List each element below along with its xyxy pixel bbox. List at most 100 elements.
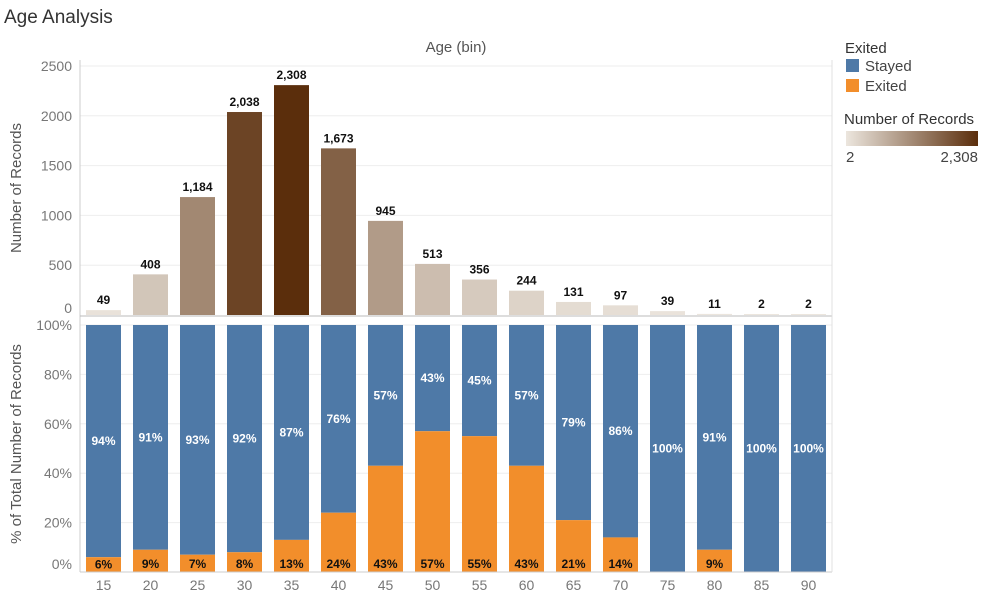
stayed-percent-label: 100% bbox=[652, 442, 683, 456]
exited-bar-segment[interactable] bbox=[321, 512, 356, 572]
bottom-y-ticks: 0% 20% 40% 60% 80% 100% bbox=[36, 317, 72, 572]
exited-bar-segment[interactable] bbox=[462, 436, 497, 572]
legend: Exited Stayed Exited Number of Records 2… bbox=[844, 40, 978, 166]
stayed-bar-segment[interactable] bbox=[744, 325, 779, 572]
count-bar[interactable] bbox=[744, 314, 779, 315]
percent-bars: 94% 6% 91% 9% 93% 7% 92% 8% 87% 13% 76% 24% 57% 43% 43… bbox=[86, 325, 826, 572]
count-bar[interactable] bbox=[509, 290, 544, 315]
stayed-bar-segment[interactable] bbox=[509, 325, 544, 466]
x-tick-label: 40 bbox=[331, 577, 347, 593]
exited-bar-segment[interactable] bbox=[227, 552, 262, 572]
count-data-label: 1,184 bbox=[182, 180, 212, 194]
count-data-label: 408 bbox=[140, 257, 160, 271]
count-bar[interactable] bbox=[368, 220, 403, 315]
count-data-label: 2 bbox=[805, 297, 812, 311]
count-data-label: 2,038 bbox=[229, 95, 259, 109]
x-tick-label: 60 bbox=[519, 577, 535, 593]
stayed-bar-segment[interactable] bbox=[227, 325, 262, 553]
top-y-tick-label: 500 bbox=[49, 257, 73, 273]
records-color-ramp bbox=[846, 131, 978, 146]
count-bar[interactable] bbox=[697, 313, 732, 315]
exited-percent-label: 9% bbox=[142, 557, 160, 571]
exited-bar-segment[interactable] bbox=[415, 431, 450, 572]
top-chart-header: Age (bin) bbox=[426, 39, 487, 56]
top-y-ticks: 0 500 1000 1500 2000 2500 bbox=[41, 58, 72, 316]
legend-records-min: 2 bbox=[846, 149, 854, 166]
count-bar[interactable] bbox=[415, 263, 450, 315]
stayed-percent-label: 100% bbox=[746, 442, 777, 456]
count-bar[interactable] bbox=[791, 314, 826, 315]
stayed-percent-label: 91% bbox=[702, 430, 726, 444]
stayed-bar-segment[interactable] bbox=[274, 325, 309, 540]
stayed-percent-label: 100% bbox=[793, 442, 824, 456]
count-data-label: 97 bbox=[614, 288, 628, 302]
bottom-y-tick-label: 80% bbox=[44, 366, 72, 382]
x-tick-label: 75 bbox=[660, 577, 676, 593]
bottom-y-axis-title: % of Total Number of Records bbox=[8, 344, 25, 544]
stayed-bar-segment[interactable] bbox=[415, 325, 450, 432]
legend-swatch-stayed[interactable] bbox=[846, 59, 859, 72]
exited-percent-label: 9% bbox=[706, 557, 724, 571]
x-tick-label: 55 bbox=[472, 577, 488, 593]
exited-bar-segment[interactable] bbox=[509, 465, 544, 572]
stayed-percent-label: 79% bbox=[561, 416, 585, 430]
stayed-percent-label: 94% bbox=[91, 434, 115, 448]
exited-bar-segment[interactable] bbox=[603, 537, 638, 572]
legend-exited-title: Exited bbox=[845, 40, 887, 57]
count-data-label: 2 bbox=[758, 297, 765, 311]
count-data-label: 39 bbox=[661, 294, 675, 308]
exited-percent-label: 55% bbox=[467, 557, 491, 571]
stayed-bar-segment[interactable] bbox=[180, 325, 215, 555]
stayed-bar-segment[interactable] bbox=[791, 325, 826, 572]
bottom-y-tick-label: 0% bbox=[52, 556, 72, 572]
stayed-bar-segment[interactable] bbox=[368, 325, 403, 466]
bottom-y-tick-label: 100% bbox=[36, 317, 72, 333]
stayed-percent-label: 92% bbox=[232, 432, 256, 446]
exited-bar-segment[interactable] bbox=[133, 549, 168, 572]
legend-label-exited[interactable]: Exited bbox=[865, 78, 907, 95]
exited-percent-label: 21% bbox=[561, 557, 585, 571]
stayed-bar-segment[interactable] bbox=[650, 325, 685, 572]
count-bar[interactable] bbox=[180, 197, 215, 315]
stayed-bar-segment[interactable] bbox=[462, 325, 497, 437]
exited-bar-segment[interactable] bbox=[368, 465, 403, 572]
count-data-label: 945 bbox=[375, 204, 395, 218]
count-data-label: 11 bbox=[708, 297, 721, 311]
stayed-bar-segment[interactable] bbox=[697, 325, 732, 550]
stayed-percent-label: 76% bbox=[326, 412, 350, 426]
exited-bar-segment[interactable] bbox=[86, 557, 121, 572]
count-bars: 49 408 1,184 2,038 2,308 1,673 945 513 356 244 131… bbox=[86, 68, 826, 315]
x-tick-label: 25 bbox=[190, 577, 206, 593]
exited-bar-segment[interactable] bbox=[697, 549, 732, 572]
stayed-bar-segment[interactable] bbox=[556, 325, 591, 521]
stayed-bar-segment[interactable] bbox=[321, 325, 356, 513]
count-bar[interactable] bbox=[556, 301, 591, 315]
count-bar[interactable] bbox=[133, 274, 168, 315]
exited-percent-label: 13% bbox=[279, 557, 303, 571]
x-tick-label: 80 bbox=[707, 577, 723, 593]
stayed-bar-segment[interactable] bbox=[603, 325, 638, 538]
exited-bar-segment[interactable] bbox=[180, 554, 215, 572]
exited-bar-segment[interactable] bbox=[556, 520, 591, 572]
count-bar[interactable] bbox=[650, 311, 685, 315]
x-tick-label: 20 bbox=[143, 577, 159, 593]
x-tick-label: 15 bbox=[96, 577, 112, 593]
count-bar[interactable] bbox=[321, 148, 356, 315]
count-data-label: 244 bbox=[516, 274, 536, 288]
exited-bar-segment[interactable] bbox=[274, 539, 309, 572]
legend-swatch-exited[interactable] bbox=[846, 79, 859, 92]
top-y-tick-label: 0 bbox=[64, 300, 72, 316]
top-y-tick-label: 2500 bbox=[41, 58, 72, 74]
stayed-bar-segment[interactable] bbox=[133, 325, 168, 550]
bottom-y-tick-label: 60% bbox=[44, 416, 72, 432]
bottom-y-tick-label: 40% bbox=[44, 465, 72, 481]
count-bar[interactable] bbox=[227, 112, 262, 315]
legend-label-stayed[interactable]: Stayed bbox=[865, 58, 912, 75]
stayed-percent-label: 93% bbox=[185, 433, 209, 447]
count-bar[interactable] bbox=[603, 305, 638, 315]
count-bar[interactable] bbox=[86, 310, 121, 315]
count-bar[interactable] bbox=[462, 279, 497, 315]
stayed-bar-segment[interactable] bbox=[86, 325, 121, 558]
count-bar[interactable] bbox=[274, 85, 309, 315]
